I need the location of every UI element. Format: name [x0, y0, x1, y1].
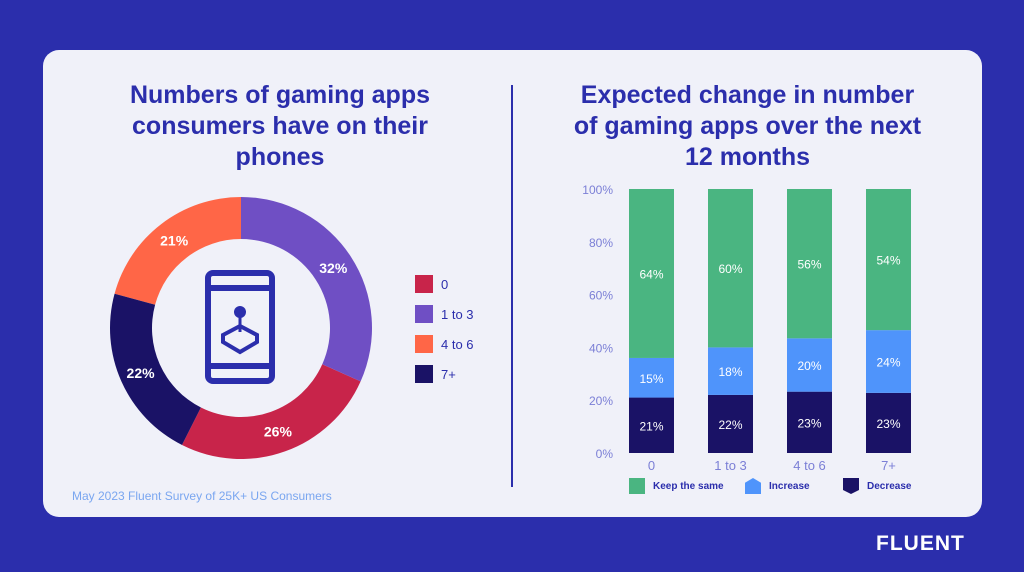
legend-label: 1 to 3	[441, 306, 474, 322]
fluent-logo: FLUENT	[876, 532, 965, 555]
bar-value-label: 20%	[797, 359, 821, 373]
slice-label: 26%	[264, 424, 293, 440]
bar-value-label: 23%	[797, 416, 821, 430]
x-tick-label: 7+	[881, 458, 896, 473]
y-tick-label: 40%	[589, 341, 613, 355]
bar-segment	[708, 189, 753, 348]
legend-swatch	[415, 335, 433, 353]
legend-label: Keep the same	[653, 480, 724, 492]
bar-title: Expected change in number of gaming apps…	[573, 81, 922, 171]
bar-value-label: 23%	[876, 417, 900, 431]
bar-value-label: 21%	[639, 419, 663, 433]
y-tick-label: 100%	[582, 183, 613, 197]
legend-label: 4 to 6	[441, 336, 474, 352]
legend-swatch	[843, 478, 859, 494]
bar-legend-item: Increase	[745, 478, 810, 494]
bar-segment	[629, 357, 674, 398]
bar-segment	[629, 189, 674, 358]
bar-segment	[866, 392, 911, 453]
legend-label: Increase	[769, 480, 810, 492]
bar-value-label: 15%	[639, 372, 663, 386]
legend-swatch	[745, 478, 761, 494]
legend-swatch	[415, 305, 433, 323]
bar-segment	[708, 347, 753, 395]
x-tick-label: 4 to 6	[793, 458, 826, 473]
legend-item: 0	[415, 275, 448, 293]
legend-swatch	[629, 478, 645, 494]
bar-value-label: 54%	[876, 254, 900, 268]
bar-value-label: 56%	[797, 258, 821, 272]
divider	[511, 85, 513, 487]
bar-legend-item: Decrease	[843, 478, 911, 494]
bar-value-label: 22%	[718, 418, 742, 432]
y-tick-label: 20%	[589, 394, 613, 408]
bar-segment	[866, 189, 911, 331]
y-tick-label: 80%	[589, 236, 613, 250]
x-tick-label: 1 to 3	[714, 458, 747, 473]
bar-value-label: 18%	[718, 365, 742, 379]
legend-item: 7+	[415, 365, 456, 383]
legend-swatch	[415, 275, 433, 293]
bar-value-label: 64%	[639, 267, 663, 281]
donut-title: Numbers of gaming apps consumers have on…	[129, 81, 431, 171]
bar-legend-item: Keep the same	[629, 478, 724, 494]
bar-segment	[787, 338, 832, 392]
donut-slice	[110, 293, 201, 445]
legend-item: 4 to 6	[415, 335, 474, 353]
phone-joystick-icon	[205, 270, 275, 384]
legend-swatch	[415, 365, 433, 383]
donut-slice	[182, 364, 361, 460]
bar-segment	[708, 394, 753, 453]
legend-label: Decrease	[867, 480, 912, 492]
slice-label: 21%	[160, 233, 189, 249]
y-tick-label: 60%	[589, 289, 613, 303]
y-tick-label: 0%	[596, 447, 614, 461]
bar-value-label: 60%	[718, 262, 742, 276]
legend-item: 1 to 3	[415, 305, 474, 323]
slice-label: 22%	[127, 365, 156, 381]
bar-segment	[629, 397, 674, 453]
legend-label: 7+	[441, 366, 456, 382]
donut-slice	[241, 197, 372, 382]
slice-label: 32%	[319, 260, 348, 276]
legend-label: 0	[441, 276, 449, 292]
donut-slice	[114, 197, 241, 305]
bar-segment	[866, 330, 911, 393]
bar-segment	[787, 391, 832, 453]
bar-value-label: 24%	[876, 356, 900, 370]
x-tick-label: 0	[648, 458, 655, 473]
source-note: May 2023 Fluent Survey of 25K+ US Consum…	[72, 489, 332, 503]
bar-segment	[787, 189, 832, 339]
